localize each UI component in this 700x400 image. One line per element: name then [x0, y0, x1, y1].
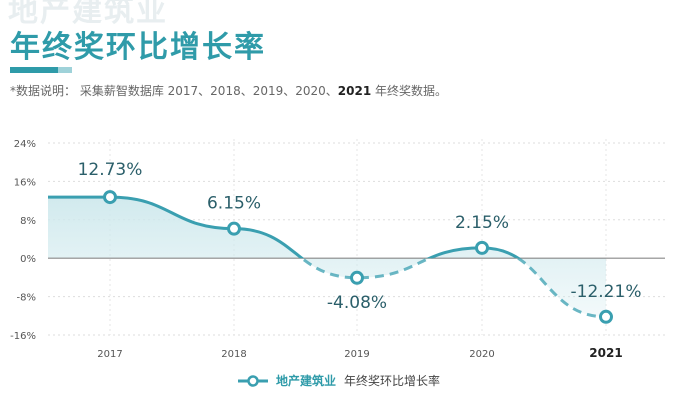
legend-series-name: 地产建筑业	[276, 374, 337, 388]
data-label: 2.15%	[455, 213, 509, 233]
data-note-highlight: 2021	[337, 84, 372, 98]
x-tick-label: 2021	[589, 346, 622, 360]
data-point	[599, 309, 613, 324]
y-tick-label: 8%	[20, 216, 36, 227]
data-point	[227, 221, 241, 236]
data-point	[103, 190, 117, 205]
data-label: -12.21%	[571, 282, 642, 302]
x-tick-label: 2019	[344, 349, 369, 360]
y-tick-label: 24%	[14, 139, 36, 150]
legend-series-metric: 年终奖环比增长率	[344, 374, 441, 388]
data-point	[475, 240, 489, 255]
y-tick-label: -16%	[10, 331, 36, 342]
y-tick-label: 16%	[14, 177, 36, 188]
data-note-prefix: *数据说明： 采集薪智数据库 2017、2018、2019、2020、	[10, 84, 338, 98]
area-fill	[48, 197, 606, 317]
legend-line-marker-icon	[238, 374, 268, 387]
y-tick-label: 0%	[20, 254, 36, 265]
data-label: 12.73%	[78, 160, 143, 180]
data-label: -4.08%	[327, 293, 387, 313]
page-title: 年终奖环比增长率	[10, 30, 266, 65]
data-note-suffix: 年终奖数据。	[371, 84, 448, 98]
watermark-text: 地产建筑业	[8, 0, 168, 29]
series-line-solid	[48, 195, 521, 259]
data-note: *数据说明： 采集薪智数据库 2017、2018、2019、2020、2021 …	[10, 82, 447, 99]
chart-legend: 地产建筑业 年终奖环比增长率	[238, 372, 440, 389]
y-tick-label: -8%	[17, 293, 36, 304]
x-tick-label: 2020	[469, 349, 494, 360]
data-point	[350, 270, 364, 285]
x-tick-label: 2018	[221, 349, 246, 360]
x-tick-label: 2017	[97, 349, 122, 360]
title-underline-accent	[58, 67, 72, 73]
data-label: 6.15%	[207, 194, 261, 214]
title-underline	[10, 67, 58, 73]
